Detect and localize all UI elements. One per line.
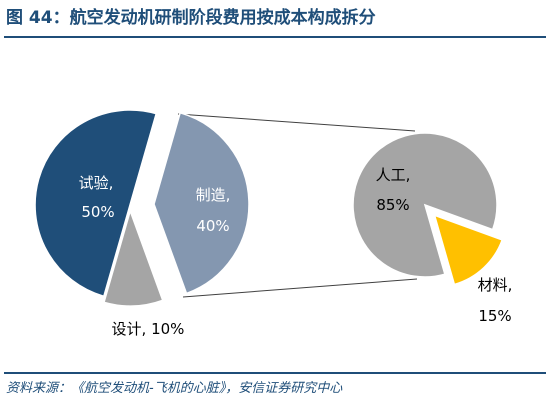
label-人工-name: 人工, bbox=[376, 166, 411, 184]
slice-材料 bbox=[433, 214, 504, 286]
data-labels: 试验, 50% 制造, 40% 设计, 10% 人工, 85% 材料, 15% bbox=[79, 166, 513, 338]
label-试验-name: 试验, bbox=[79, 174, 114, 192]
main-pie bbox=[34, 109, 250, 307]
figure-title: 图 44：航空发动机研制阶段费用按成本构成拆分 bbox=[6, 8, 376, 28]
secondary-pie bbox=[352, 132, 504, 286]
label-制造-name: 制造, bbox=[196, 186, 231, 204]
label-设计: 设计, 10% bbox=[112, 320, 185, 338]
label-材料-value: 15% bbox=[478, 307, 511, 325]
label-试验-value: 50% bbox=[81, 203, 114, 221]
label-人工-value: 85% bbox=[376, 196, 409, 214]
connector-lines bbox=[177, 113, 418, 298]
source-divider bbox=[4, 372, 546, 374]
label-材料-name: 材料, bbox=[478, 276, 513, 294]
label-制造-value: 40% bbox=[196, 217, 229, 235]
connector-top bbox=[177, 113, 416, 132]
slice-人工 bbox=[352, 132, 498, 278]
slice-试验 bbox=[34, 109, 158, 298]
connector-bottom bbox=[182, 278, 418, 298]
title-divider bbox=[4, 36, 546, 38]
source-note: 资料来源：《航空发动机-飞机的心脏》，安信证券研究中心 bbox=[6, 381, 343, 396]
slice-设计 bbox=[103, 208, 164, 307]
slice-制造 bbox=[153, 111, 250, 295]
